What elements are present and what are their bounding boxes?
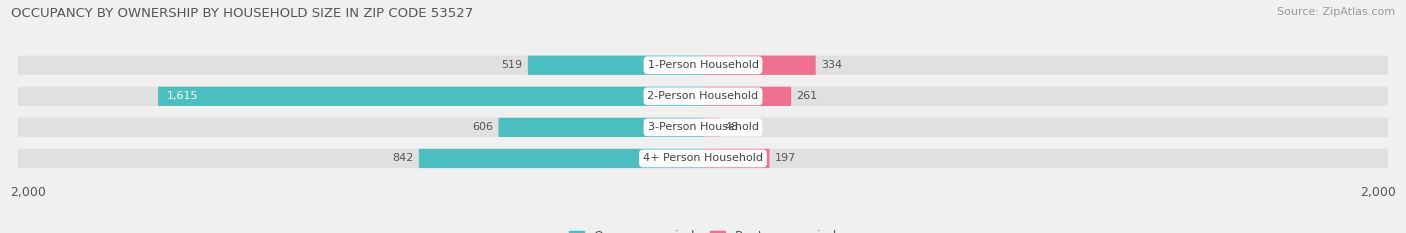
Text: 197: 197 xyxy=(775,154,796,163)
Text: 519: 519 xyxy=(502,60,523,70)
Text: 4+ Person Household: 4+ Person Household xyxy=(643,154,763,163)
FancyBboxPatch shape xyxy=(157,87,703,106)
Text: 334: 334 xyxy=(821,60,842,70)
FancyBboxPatch shape xyxy=(703,56,815,75)
FancyBboxPatch shape xyxy=(527,56,703,75)
Text: 1-Person Household: 1-Person Household xyxy=(648,60,758,70)
Text: 1,615: 1,615 xyxy=(166,91,198,101)
Text: Source: ZipAtlas.com: Source: ZipAtlas.com xyxy=(1277,7,1395,17)
FancyBboxPatch shape xyxy=(18,56,1388,75)
Text: 48: 48 xyxy=(724,122,738,132)
FancyBboxPatch shape xyxy=(18,118,1388,137)
Text: 606: 606 xyxy=(472,122,494,132)
Text: 261: 261 xyxy=(796,91,817,101)
Legend: Owner-occupied, Renter-occupied: Owner-occupied, Renter-occupied xyxy=(564,225,842,233)
FancyBboxPatch shape xyxy=(18,149,1388,168)
Text: 842: 842 xyxy=(392,154,413,163)
FancyBboxPatch shape xyxy=(499,118,703,137)
FancyBboxPatch shape xyxy=(419,149,703,168)
Text: 2-Person Household: 2-Person Household xyxy=(647,91,759,101)
FancyBboxPatch shape xyxy=(703,87,792,106)
FancyBboxPatch shape xyxy=(703,118,720,137)
Text: OCCUPANCY BY OWNERSHIP BY HOUSEHOLD SIZE IN ZIP CODE 53527: OCCUPANCY BY OWNERSHIP BY HOUSEHOLD SIZE… xyxy=(11,7,474,20)
FancyBboxPatch shape xyxy=(703,149,769,168)
Text: 3-Person Household: 3-Person Household xyxy=(648,122,758,132)
FancyBboxPatch shape xyxy=(18,87,1388,106)
